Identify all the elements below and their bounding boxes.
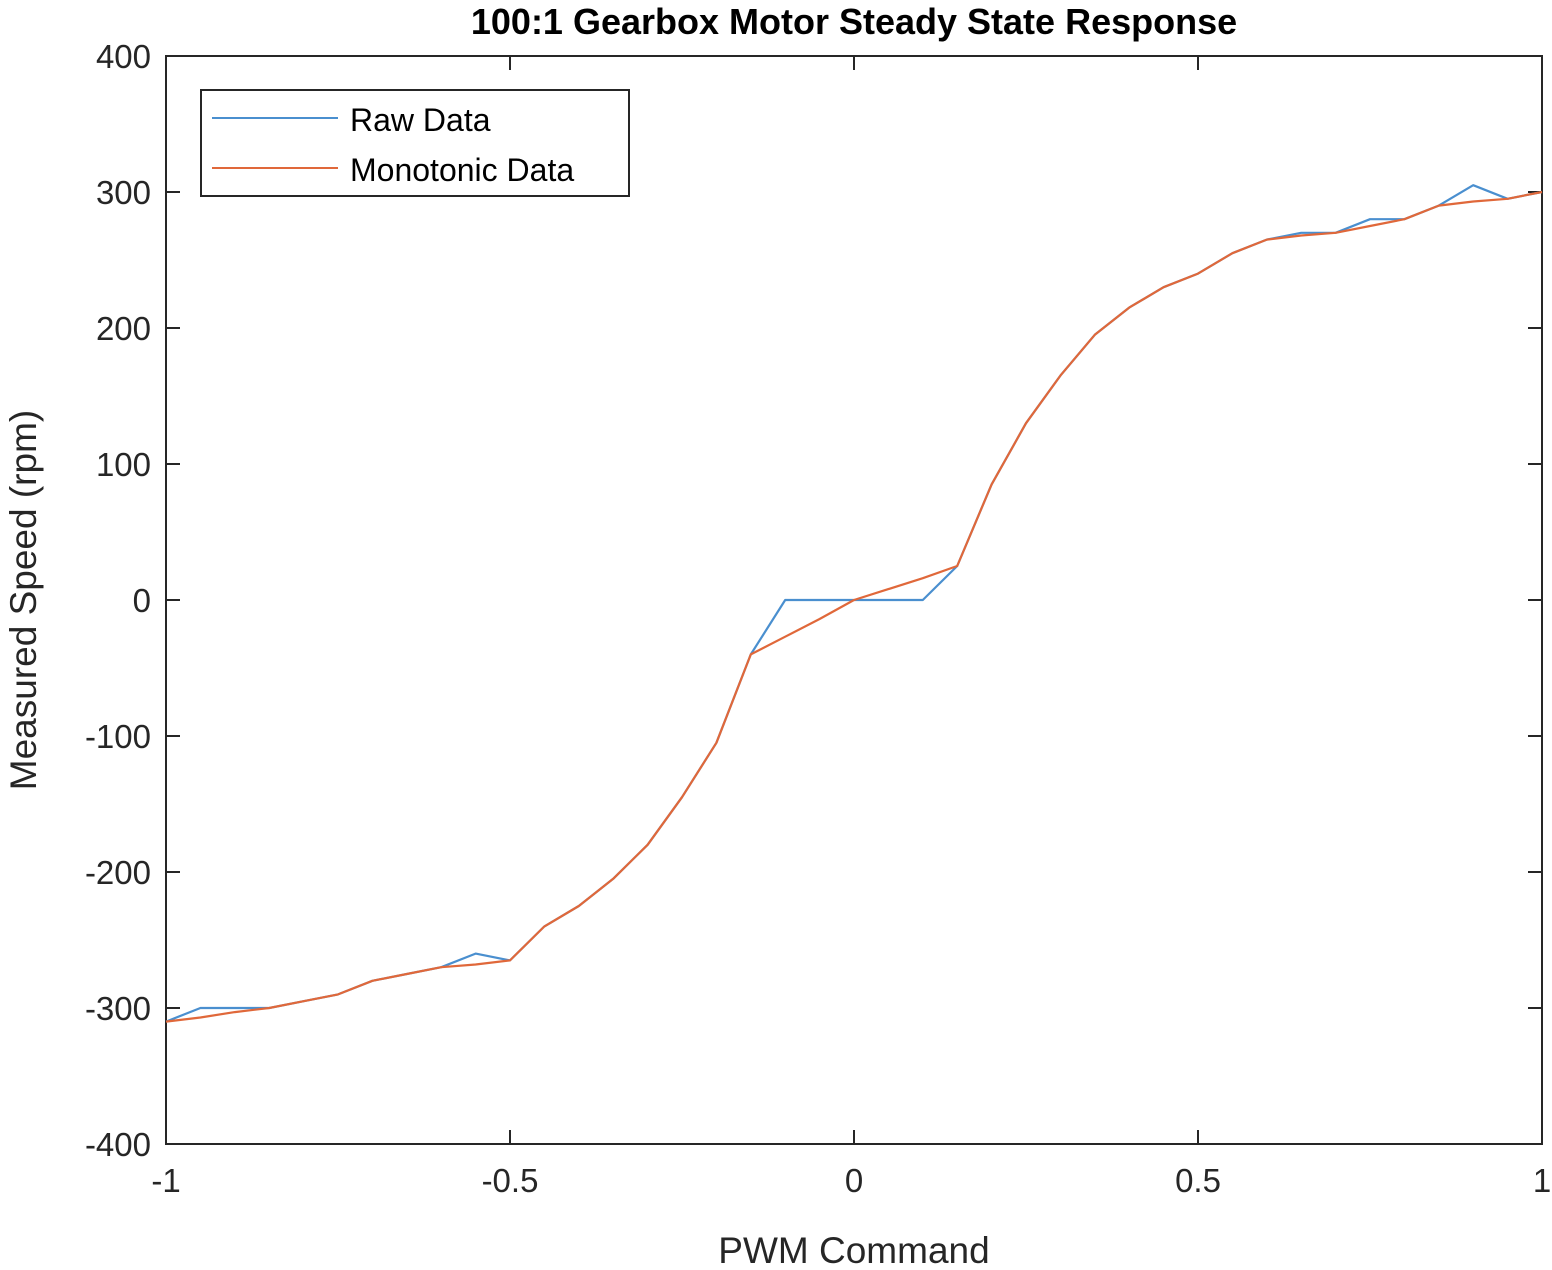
x-tick-label: 0.5: [1175, 1162, 1221, 1199]
y-tick-label: 0: [133, 582, 151, 619]
x-tick-label: 0: [845, 1162, 863, 1199]
legend-label-monotonic-data: Monotonic Data: [350, 152, 574, 188]
y-tick-label: 100: [96, 446, 151, 483]
y-tick-label: 400: [96, 38, 151, 75]
y-tick-label: -300: [85, 990, 151, 1027]
axis-ticks: -1 -0.5 0 0.5 1 -400 -300 -200 -100 0 100 200 300 400: [85, 38, 1551, 1199]
x-axis-label: PWM Command: [718, 1230, 989, 1270]
y-tick-label: 200: [96, 310, 151, 347]
legend: Raw Data Monotonic Data: [200, 89, 630, 197]
x-tick-label: 1: [1533, 1162, 1551, 1199]
legend-label-raw-data: Raw Data: [350, 102, 491, 138]
y-tick-label: -100: [85, 718, 151, 755]
x-tick-label: -0.5: [482, 1162, 539, 1199]
legend-box: [200, 89, 630, 197]
y-axis-label: Measured Speed (rpm): [3, 410, 44, 790]
y-tick-label: -200: [85, 854, 151, 891]
y-tick-label: -400: [85, 1126, 151, 1163]
x-tick-label: -1: [151, 1162, 180, 1199]
y-tick-label: 300: [96, 174, 151, 211]
series-layer: [165, 184, 1543, 1023]
series-line-monotonic-data: [165, 190, 1543, 1023]
chart-title: 100:1 Gearbox Motor Steady State Respons…: [471, 1, 1237, 42]
